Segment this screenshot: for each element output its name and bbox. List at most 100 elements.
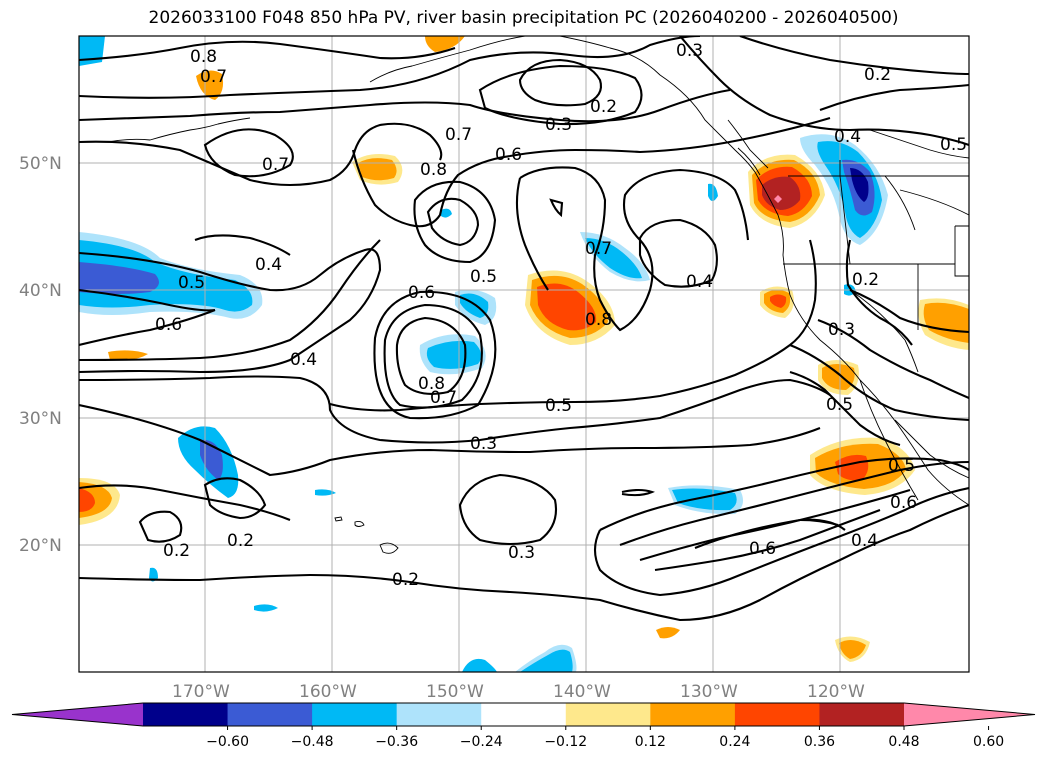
contour-label: 0.6 [495, 145, 522, 165]
contour-label: 0.4 [290, 350, 317, 370]
lat-label: 40°N [19, 281, 62, 301]
contour-label: 0.3 [470, 434, 497, 454]
colorbar-tick-label: −0.60 [206, 734, 249, 750]
coastline [894, 419, 969, 479]
contour-line [194, 234, 291, 256]
shade-blob [585, 238, 642, 279]
colorbar-extend-high [904, 703, 1035, 726]
contour-line [593, 486, 969, 597]
coastline [369, 36, 526, 83]
contour-label: 0.5 [470, 267, 497, 287]
shade-blob [358, 158, 397, 181]
contour-label: 0.5 [826, 395, 853, 415]
contour-line [138, 510, 183, 543]
colorbar: −0.60 −0.48 −0.36 −0.24 −0.12 0.12 0.24 0.36 0.4… [11, 702, 1036, 750]
contour-label: 0.8 [585, 310, 612, 330]
shade-blob [822, 364, 855, 390]
contour-label: 0.6 [155, 315, 182, 335]
contour-label: 0.3 [545, 115, 572, 135]
lon-label: 170°W [172, 682, 230, 702]
contour-label: 0.2 [163, 541, 190, 561]
contour-line [799, 518, 839, 527]
shade-blob [426, 340, 482, 369]
contour-line [639, 488, 911, 562]
colorbar-segment [650, 703, 736, 726]
coastline [754, 171, 969, 506]
contour-line [654, 509, 881, 572]
contour-line [621, 488, 655, 497]
contour-line [79, 239, 381, 362]
contour-labels: 0.8 0.7 0.3 0.2 0.2 0.3 0.7 0.6 0.8 0.7 … [155, 41, 967, 590]
contour-line [739, 36, 969, 76]
contour-line [638, 218, 718, 288]
contour-line [789, 370, 901, 447]
contour-line [373, 290, 497, 420]
shade-blob [537, 283, 597, 331]
colorbar-segment [481, 703, 567, 726]
shade-blob [462, 658, 497, 672]
shade-blob [774, 195, 782, 203]
border [849, 289, 919, 373]
colorbar-outline [11, 702, 1036, 727]
border [884, 175, 969, 231]
island [107, 117, 251, 143]
contour-label: 0.8 [190, 47, 217, 67]
colorbar-tick-label: 0.24 [719, 734, 750, 750]
contour-line [819, 83, 969, 111]
colorbar-tick-label: −0.36 [375, 734, 418, 750]
shade-blob [149, 567, 158, 582]
contour-label: 0.2 [392, 570, 419, 590]
contour-label: 0.2 [852, 270, 879, 290]
latitude-labels: 50°N 40°N 30°N 20°N [19, 154, 62, 556]
shade-blob [770, 294, 787, 308]
shade-blob [79, 488, 95, 512]
colorbar-tick-label: 0.48 [888, 734, 919, 750]
contour-line [478, 64, 643, 126]
colorbar-extend-low [12, 703, 143, 726]
longitude-labels: 170°W 160°W 150°W 140°W 130°W 120°W [172, 682, 865, 702]
lat-label: 50°N [19, 154, 62, 174]
pv-contours [79, 36, 969, 622]
contour-line [395, 316, 467, 395]
shade-blob [520, 649, 573, 672]
border [839, 160, 851, 265]
contour-line [79, 375, 831, 444]
lon-label: 130°W [680, 682, 738, 702]
shade-blob [923, 302, 969, 343]
contour-line [79, 484, 291, 521]
colorbar-tick-label: −0.24 [460, 734, 503, 750]
contour-line [413, 180, 497, 264]
contour-label: 0.2 [227, 531, 254, 551]
shade-blob [425, 36, 465, 52]
contour-label: 0.2 [864, 65, 891, 85]
lon-label: 150°W [426, 682, 484, 702]
shade-blob [79, 262, 159, 294]
contour-label: 0.7 [262, 155, 289, 175]
colorbar-segment [143, 703, 229, 726]
contour-label: 0.6 [408, 283, 435, 303]
contour-label: 0.3 [508, 543, 535, 563]
shade-blob [656, 627, 680, 639]
contour-label: 0.6 [749, 539, 776, 559]
contour-line [329, 239, 817, 412]
lon-label: 160°W [299, 682, 357, 702]
colorbar-tick-label: −0.12 [544, 734, 587, 750]
contour-line [79, 288, 216, 312]
contour-line [426, 197, 480, 247]
contour-line [619, 460, 969, 546]
contour-label: 0.2 [590, 97, 617, 117]
contour-line [79, 36, 701, 99]
contour-label: 0.7 [200, 67, 227, 87]
contour-line [79, 40, 456, 62]
contour-line [817, 319, 969, 399]
contour-line [519, 166, 750, 332]
contour-label: 0.5 [545, 396, 572, 416]
contour-label: 0.5 [178, 273, 205, 293]
contour-line [789, 344, 969, 422]
contour-line [849, 289, 969, 334]
contour-label: 0.8 [420, 160, 447, 180]
colorbar-tick-label: 0.60 [973, 734, 1004, 750]
colorbar-segment [819, 703, 905, 726]
island [334, 516, 343, 522]
contour-label: 0.8 [418, 374, 445, 394]
